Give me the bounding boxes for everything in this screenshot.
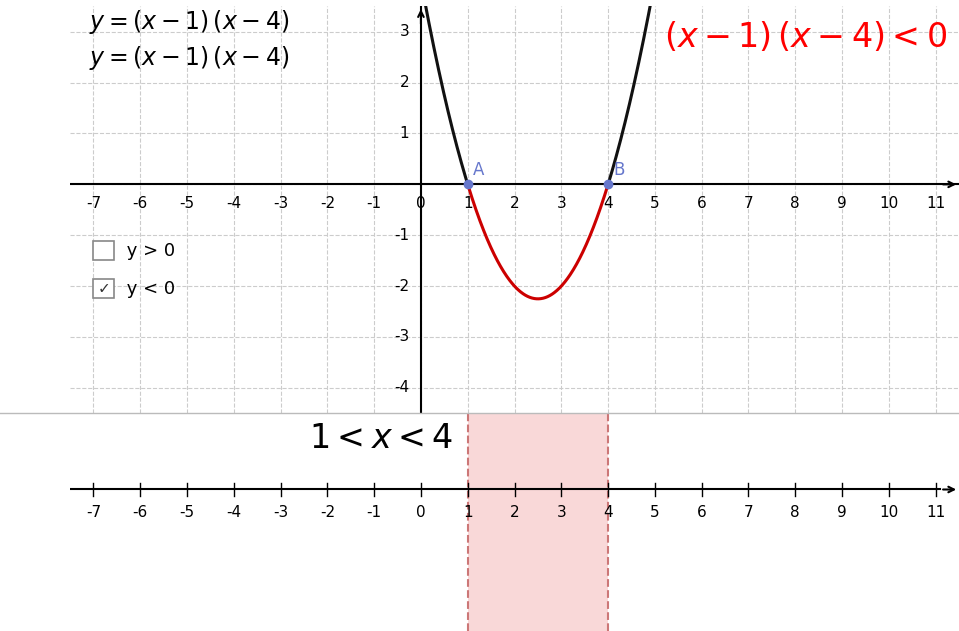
Text: y > 0: y > 0 <box>122 242 175 259</box>
Text: B: B <box>614 161 625 179</box>
Text: 9: 9 <box>837 505 847 520</box>
Bar <box>468 413 608 631</box>
Text: -4: -4 <box>394 380 409 396</box>
Bar <box>93 241 114 260</box>
Text: 0: 0 <box>416 505 426 520</box>
Text: 1: 1 <box>400 126 409 141</box>
Text: 5: 5 <box>650 505 660 520</box>
Text: -1: -1 <box>394 228 409 243</box>
Text: 0: 0 <box>416 196 426 211</box>
Text: 11: 11 <box>926 196 946 211</box>
Text: -7: -7 <box>86 196 101 211</box>
Text: -1: -1 <box>366 505 382 520</box>
Text: 11: 11 <box>926 505 946 520</box>
Text: -1: -1 <box>366 196 382 211</box>
Text: 6: 6 <box>697 505 707 520</box>
Text: -4: -4 <box>226 505 242 520</box>
Text: 10: 10 <box>879 505 899 520</box>
Text: $y = (x-1)\,(x-4)$: $y = (x-1)\,(x-4)$ <box>89 44 289 72</box>
Text: 8: 8 <box>790 196 800 211</box>
Text: ✓: ✓ <box>98 281 110 296</box>
Text: $1 < x < 4$: $1 < x < 4$ <box>310 423 454 456</box>
Text: -3: -3 <box>273 196 289 211</box>
Text: -6: -6 <box>132 505 148 520</box>
Bar <box>93 279 114 298</box>
Text: 5: 5 <box>650 196 660 211</box>
Text: $y = (x-1)\,(x-4)$: $y = (x-1)\,(x-4)$ <box>89 8 289 36</box>
Text: 9: 9 <box>837 196 847 211</box>
Text: 7: 7 <box>743 196 753 211</box>
Text: 6: 6 <box>697 196 707 211</box>
Text: 4: 4 <box>603 196 613 211</box>
Text: -5: -5 <box>179 196 195 211</box>
Text: -6: -6 <box>132 196 148 211</box>
Text: 8: 8 <box>790 505 800 520</box>
Text: 10: 10 <box>879 196 899 211</box>
Text: A: A <box>474 161 484 179</box>
Text: 2: 2 <box>509 505 520 520</box>
Text: 3: 3 <box>556 196 566 211</box>
Text: 2: 2 <box>509 196 520 211</box>
Text: 2: 2 <box>400 75 409 90</box>
Text: -3: -3 <box>273 505 289 520</box>
Text: 7: 7 <box>743 505 753 520</box>
Text: 4: 4 <box>603 505 613 520</box>
Text: $(x-1)\,(x-4) < 0$: $(x-1)\,(x-4) < 0$ <box>665 20 947 54</box>
Text: -2: -2 <box>394 279 409 293</box>
Text: -4: -4 <box>226 196 242 211</box>
Text: -2: -2 <box>319 505 335 520</box>
Text: 1: 1 <box>463 505 473 520</box>
Text: 3: 3 <box>400 24 409 39</box>
Text: 3: 3 <box>556 505 566 520</box>
Text: 1: 1 <box>463 196 473 211</box>
Text: -3: -3 <box>394 329 409 345</box>
Text: -5: -5 <box>179 505 195 520</box>
Text: -2: -2 <box>319 196 335 211</box>
Text: y < 0: y < 0 <box>122 280 175 298</box>
Text: -7: -7 <box>86 505 101 520</box>
